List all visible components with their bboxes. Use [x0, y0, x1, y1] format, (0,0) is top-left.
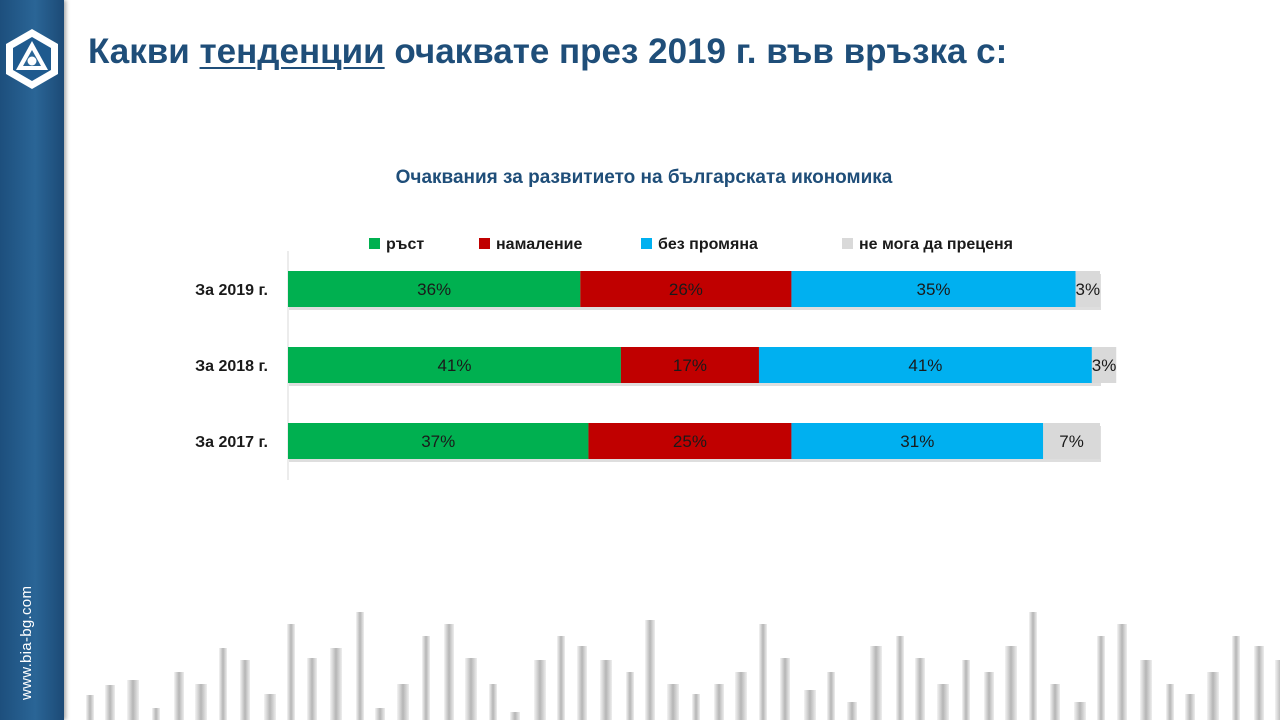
skyline-bar [397, 684, 409, 720]
skyline-bar [557, 636, 565, 720]
bar-segment [791, 423, 1044, 459]
data-label: 41% [437, 356, 471, 375]
legend-swatch [479, 238, 490, 249]
title-underlined-word: тенденции [199, 32, 385, 71]
skyline-bar [307, 658, 317, 720]
data-label: 41% [908, 356, 942, 375]
bar-segment [580, 271, 792, 307]
category-label: За 2019 г. [195, 282, 268, 299]
data-label: 37% [421, 432, 455, 451]
skyline-bar [264, 694, 276, 720]
skyline-bar [1074, 702, 1086, 720]
skyline-bar [759, 624, 767, 720]
skyline-bar [1097, 636, 1105, 720]
skyline-bar [1140, 660, 1152, 720]
skyline-bar [1029, 612, 1037, 720]
skyline-bar [219, 648, 227, 720]
skyline-bar [1232, 636, 1240, 720]
skyline-bar [962, 660, 970, 720]
bar-segment [620, 347, 759, 383]
skyline-bar [870, 646, 882, 720]
bar-segment [288, 271, 581, 307]
title-part-before: Какви [88, 32, 200, 71]
skyline-bar [577, 646, 587, 720]
skyline-bar [1117, 624, 1127, 720]
skyline-bar [1275, 660, 1280, 720]
bar-segment [288, 423, 589, 459]
skyline-bar [780, 658, 790, 720]
bar-segment [1075, 271, 1100, 307]
skyline-bar [465, 658, 477, 720]
bar-segment [791, 271, 1076, 307]
skyline-bar [600, 660, 612, 720]
skyline-bar [827, 672, 835, 720]
bar-segment [1043, 423, 1100, 459]
legend-swatch [842, 238, 853, 249]
category-label: За 2017 г. [195, 434, 268, 451]
skyline-bar [152, 708, 160, 720]
skyline-bar [195, 684, 207, 720]
skyline-bar [174, 672, 184, 720]
bar-segment [1091, 347, 1117, 383]
skyline-bar [692, 694, 700, 720]
skyline-bar [667, 684, 679, 720]
skyline-bar [444, 624, 454, 720]
data-label: 25% [673, 432, 707, 451]
skyline-bar [422, 636, 430, 720]
skyline-bar [287, 624, 295, 720]
legend-swatch [369, 238, 380, 249]
legend-swatch [641, 238, 652, 249]
data-label: 35% [917, 280, 951, 299]
skyline-bar [915, 658, 925, 720]
data-label: 3% [1076, 280, 1101, 299]
skyline-bar [127, 680, 139, 720]
data-label: 36% [417, 280, 451, 299]
skyline-bar [375, 708, 385, 720]
bar-segment [288, 347, 621, 383]
page-title: Какви тенденции очаквате през 2019 г. въ… [88, 32, 1007, 72]
bia-logo-icon [6, 29, 58, 89]
skyline-bar [1185, 694, 1195, 720]
title-part-after: очаквате през 2019 г. във връзка с: [384, 32, 1008, 71]
skyline-bar [356, 612, 364, 720]
legend-label: без промяна [658, 236, 758, 253]
skyline-bar [1254, 646, 1264, 720]
data-label: 17% [673, 356, 707, 375]
skyline-bar [1050, 684, 1060, 720]
sidebar: www.bia-bg.com [0, 0, 64, 720]
skyline-bar [330, 648, 342, 720]
data-label: 31% [900, 432, 934, 451]
skyline-bar [105, 685, 115, 720]
skyline-bar [1166, 684, 1174, 720]
skyline-bar [1207, 672, 1219, 720]
data-label: 26% [669, 280, 703, 299]
skyline-bar [804, 690, 816, 720]
skyline-bar [510, 712, 520, 720]
skyline-bar [86, 695, 94, 720]
decorative-bar-skyline [86, 612, 1280, 720]
skyline-bar [626, 672, 634, 720]
data-label: 7% [1059, 432, 1084, 451]
skyline-bar [937, 684, 949, 720]
skyline-bar [645, 620, 655, 720]
skyline-bar [984, 672, 994, 720]
skyline-bar [534, 660, 546, 720]
legend-label: ръст [386, 236, 424, 253]
data-label: 3% [1092, 356, 1117, 375]
category-label: За 2018 г. [195, 358, 268, 375]
skyline-bar [847, 702, 857, 720]
chart-title: Очаквания за развитието на българската и… [395, 167, 893, 188]
skyline-bar [489, 684, 497, 720]
bar-segment [758, 347, 1092, 383]
skyline-bar [735, 672, 747, 720]
skyline-bar [1005, 646, 1017, 720]
legend-label: не мога да преценя [859, 236, 1013, 253]
skyline-bar [240, 660, 250, 720]
skyline-bar [896, 636, 904, 720]
skyline-bar [714, 684, 724, 720]
bar-segment [588, 423, 792, 459]
legend-label: намаление [496, 236, 582, 253]
